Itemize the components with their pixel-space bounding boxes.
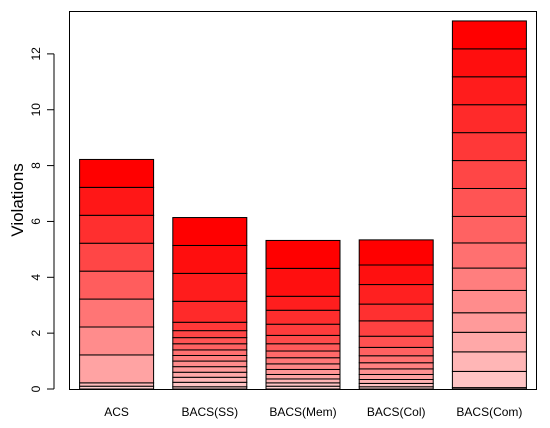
bar-segment-bacs-col--4 (358, 368, 434, 375)
bar-segment-bacs-com--7 (451, 242, 527, 269)
bar-segment-bacs-com--4 (451, 312, 527, 333)
bar-segment-bacs-ss--10 (172, 330, 248, 339)
y-tick-label-8: 8 (29, 162, 43, 169)
bar-segment-acs-8 (79, 186, 155, 216)
bar-segment-bacs-com--14 (451, 48, 527, 78)
bar-segment-bacs-col--1 (358, 382, 434, 388)
y-tick-label-12: 12 (29, 47, 43, 61)
bar-segment-bacs-com--1 (451, 370, 527, 389)
bar-segment-bacs-mem--7 (265, 350, 341, 359)
bar-segment-acs-6 (79, 242, 155, 272)
bar-segment-acs-4 (79, 298, 155, 328)
bar-segment-bacs-com--2 (451, 351, 527, 372)
y-tick-label-6: 6 (29, 218, 43, 225)
bar-segment-bacs-mem--14 (265, 239, 341, 269)
x-tick-label-acs: ACS (104, 405, 129, 419)
x-axis-labels: ACS BACS(SS) BACS(Mem) BACS(Col) BACS(Com) (104, 405, 522, 419)
bar-segment-bacs-mem--12 (265, 295, 341, 311)
bar-segment-bacs-mem--4 (265, 368, 341, 375)
bar-segment-bacs-col--8 (358, 335, 434, 348)
bar-segment-bacs-com--11 (451, 132, 527, 162)
bar-segment-bacs-mem--5 (265, 363, 341, 370)
bar-segment-acs-7 (79, 214, 155, 244)
bar-segment-bacs-ss--12 (172, 300, 248, 323)
bar-segment-bacs-col--12 (358, 264, 434, 286)
bar-segment-bacs-col--2 (358, 379, 434, 384)
bar-segment-bacs-ss--7 (172, 349, 248, 356)
y-tick-label-4: 4 (29, 274, 43, 281)
bar-segment-bacs-mem--6 (265, 357, 341, 365)
bar-segment-bacs-col--6 (358, 355, 434, 364)
y-tick-label-10: 10 (29, 103, 43, 117)
y-axis: 0 2 4 6 8 10 12 (29, 47, 55, 392)
bar-segment-bacs-col--9 (358, 320, 434, 337)
bars-group (79, 20, 527, 390)
bar-segment-bacs-mem--11 (265, 309, 341, 325)
bar-segment-bacs-ss--5 (172, 360, 248, 368)
bar-segment-bacs-col--5 (358, 362, 434, 370)
x-tick-label-bacs-col-: BACS(Col) (367, 405, 426, 419)
bar-segment-bacs-col--10 (358, 303, 434, 322)
y-tick-label-0: 0 (29, 385, 43, 392)
bar-segment-bacs-col--3 (358, 373, 434, 381)
y-tick-label-2: 2 (29, 329, 43, 336)
bar-segment-bacs-com--13 (451, 76, 527, 106)
bar-segment-bacs-mem--8 (265, 343, 341, 352)
bar-segment-bacs-ss--14 (172, 244, 248, 274)
bar-segment-bacs-com--6 (451, 267, 527, 291)
bar-segment-bacs-ss--11 (172, 321, 248, 332)
bar-segment-bacs-ss--4 (172, 366, 248, 373)
bar-segment-bacs-ss--13 (172, 272, 248, 302)
bar-segment-bacs-com--5 (451, 289, 527, 314)
x-tick-label-bacs-com-: BACS(Com) (456, 405, 522, 419)
bar-segment-bacs-col--7 (358, 346, 434, 357)
bar-segment-bacs-ss--3 (172, 371, 248, 378)
bar-segment-bacs-ss--9 (172, 337, 248, 345)
bar-segment-bacs-com--15 (451, 20, 527, 50)
x-tick-label-bacs-ss-: BACS(SS) (181, 405, 238, 419)
plot-frame (69, 11, 537, 390)
bar-segment-bacs-ss--6 (172, 354, 248, 362)
bar-segment-acs-3 (79, 326, 155, 356)
bar-segment-bacs-ss--15 (172, 217, 248, 246)
bar-segment-acs-9 (79, 158, 155, 188)
bar-segment-bacs-com--10 (451, 160, 527, 189)
bar-segment-bacs-mem--2 (265, 378, 341, 384)
bar-segment-bacs-com--9 (451, 187, 527, 217)
bar-segment-bacs-ss--1 (172, 381, 248, 388)
x-tick-label-bacs-mem-: BACS(Mem) (269, 405, 336, 419)
bar-segment-bacs-ss--2 (172, 376, 248, 383)
bar-segment-bacs-mem--9 (265, 334, 341, 345)
bar-segment-bacs-mem--10 (265, 323, 341, 336)
bar-segment-bacs-col--11 (358, 284, 434, 305)
bar-segment-bacs-col--13 (358, 239, 434, 266)
bar-segment-bacs-com--8 (451, 215, 527, 244)
bar-segment-acs-5 (79, 270, 155, 300)
bar-segment-bacs-com--12 (451, 104, 527, 134)
bar-segment-bacs-ss--8 (172, 343, 248, 351)
bar-segment-acs-1 (79, 382, 155, 387)
bar-segment-bacs-com--3 (451, 331, 527, 353)
bar-segment-bacs-mem--13 (265, 267, 341, 297)
bar-segment-acs-2 (79, 354, 155, 384)
y-axis-title: Violations (8, 163, 27, 236)
bar-segment-bacs-mem--3 (265, 373, 341, 380)
bar-segment-bacs-mem--1 (265, 382, 341, 387)
